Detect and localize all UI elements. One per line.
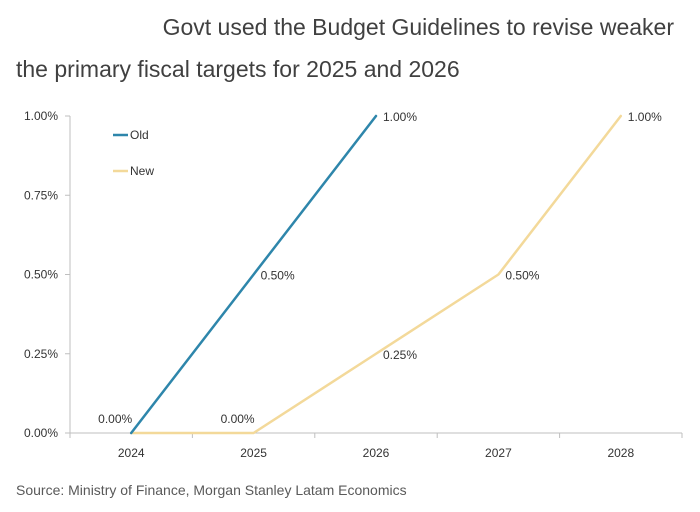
y-tick-label: 0.75%: [24, 188, 58, 202]
data-label-new: 0.25%: [383, 348, 417, 362]
y-tick-label: 0.00%: [24, 426, 58, 440]
x-tick-label: 2028: [607, 446, 634, 460]
data-label-old: 0.00%: [98, 412, 132, 426]
y-tick-label: 0.50%: [24, 268, 58, 282]
x-tick-label: 2024: [118, 446, 145, 460]
data-label-new: 1.00%: [628, 110, 662, 124]
data-label-new: 0.00%: [221, 412, 255, 426]
x-tick-label: 2026: [363, 446, 390, 460]
series-line-new: [129, 114, 623, 435]
legend-label-old: Old: [130, 128, 149, 142]
chart-title-line-1: Govt used the Budget Guidelines to revis…: [162, 14, 674, 40]
y-tick-label: 0.25%: [24, 347, 58, 361]
data-label-old: 0.50%: [261, 269, 295, 283]
source-note: Source: Ministry of Finance, Morgan Stan…: [16, 482, 407, 498]
data-label-new: 0.50%: [505, 269, 539, 283]
x-tick-label: 2027: [485, 446, 512, 460]
legend-label-new: New: [130, 164, 154, 178]
y-tick-label: 1.00%: [24, 109, 58, 123]
x-tick-label: 2025: [240, 446, 267, 460]
data-label-old: 1.00%: [383, 110, 417, 124]
chart-title-line-2: the primary fiscal targets for 2025 and …: [16, 56, 460, 82]
series-line-old: [129, 114, 378, 435]
